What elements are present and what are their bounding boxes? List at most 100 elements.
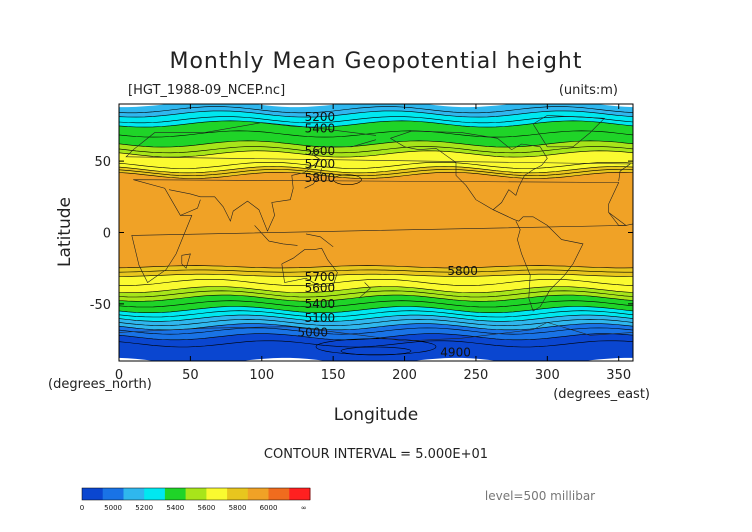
units-label: (units:m) <box>559 83 618 98</box>
x-tick-label: 200 <box>392 368 417 383</box>
contour-interval-text: CONTOUR INTERVAL = 5.000E+01 <box>264 447 488 462</box>
contour-label: 5800 <box>305 171 336 185</box>
contour-label: 5800 <box>447 264 478 278</box>
contour-label: 5100 <box>305 311 336 325</box>
colorbar-swatch <box>227 488 249 500</box>
coastline <box>304 168 322 189</box>
colorbar: 0 5000 5200 5400 5600 5800 6000 ∞ <box>80 487 311 512</box>
band-0 <box>119 104 633 118</box>
x-tick-label: 300 <box>535 368 560 383</box>
colorbar-label: 6000 <box>260 504 278 512</box>
coastline <box>168 139 377 232</box>
y-unit-label: (degrees_north) <box>48 377 152 392</box>
contour-label: 5600 <box>305 281 336 295</box>
contour-line <box>119 130 633 138</box>
y-axis-label: Latitude <box>55 197 75 267</box>
contour-line <box>119 294 633 302</box>
colorbar-label: ∞ <box>301 504 307 512</box>
colorbar-frame <box>81 487 311 501</box>
band-6 <box>119 172 633 268</box>
contour-line <box>119 169 633 177</box>
coastline <box>305 233 334 248</box>
x-axis-label: Longitude <box>334 405 419 425</box>
contour-line <box>119 166 633 174</box>
coastline <box>358 282 371 299</box>
contour-line <box>119 300 633 308</box>
coastline <box>131 179 627 283</box>
coastline <box>281 247 338 288</box>
x-tick-label: 100 <box>249 368 274 383</box>
x-unit-label: (degrees_east) <box>553 387 650 402</box>
coastline <box>390 130 548 211</box>
x-tick-label: 150 <box>321 368 346 383</box>
colorbar-label: 5000 <box>104 504 122 512</box>
level-text: level=500 millibar <box>485 489 595 503</box>
contour-line <box>119 140 633 148</box>
colorbar-label: 5400 <box>166 504 184 512</box>
contour-label: 5400 <box>305 297 336 311</box>
contour-line <box>119 120 633 128</box>
colorbar-swatch <box>82 488 104 500</box>
contour-line <box>119 327 633 335</box>
coastline <box>180 199 201 216</box>
coastline <box>125 122 632 182</box>
contour-line <box>119 310 633 318</box>
coastline <box>608 212 633 226</box>
colorbar-swatch <box>268 488 290 500</box>
contour-line <box>119 279 633 286</box>
contour-label: 5000 <box>298 325 329 339</box>
contour-line <box>119 146 633 154</box>
x-tick-label: 50 <box>182 368 199 383</box>
contour-line <box>119 340 633 348</box>
contour-line <box>119 110 633 118</box>
colorbar-label: 5200 <box>135 504 153 512</box>
contour-label: 5600 <box>305 144 336 158</box>
x-tick-label: 0 <box>115 368 123 383</box>
contour-label: 5400 <box>305 121 336 135</box>
colorbar-swatch <box>185 488 207 500</box>
band-9 <box>119 286 633 302</box>
y-tick-label: -50 <box>90 298 111 313</box>
colorbar-swatch <box>164 488 187 500</box>
colorbar-swatch <box>206 488 228 500</box>
contour-label: 5700 <box>305 270 336 284</box>
band-1 <box>119 110 633 128</box>
coastline <box>492 209 584 312</box>
colorbar-swatch <box>247 488 269 500</box>
y-tick-label: 0 <box>103 227 111 242</box>
x-tick-label: 250 <box>464 368 489 383</box>
contour-line <box>119 269 633 273</box>
contour-closed <box>340 346 412 356</box>
contour-line <box>119 162 633 169</box>
contour-line <box>119 150 633 158</box>
contour-line <box>119 323 633 331</box>
coastline <box>181 253 191 269</box>
colorbar-swatch <box>144 488 166 500</box>
band-10 <box>119 295 633 313</box>
colorbar-swatch <box>102 488 124 500</box>
contour-line <box>119 314 633 322</box>
contour-line <box>119 265 633 269</box>
colorbar-label: 0 <box>80 504 84 512</box>
file-label: [HGT_1988-09_NCEP.nc] <box>128 83 285 98</box>
colorbar-swatch <box>123 488 145 500</box>
chart-title: Monthly Mean Geopotential height <box>169 49 582 74</box>
contour-label: 5200 <box>305 110 336 124</box>
contour-line <box>119 333 633 341</box>
colorbar-label: 5800 <box>229 504 247 512</box>
band-3 <box>119 140 633 158</box>
y-tick-label: 50 <box>94 155 111 170</box>
contour-line <box>119 306 633 313</box>
contour-line <box>119 286 633 293</box>
band-7 <box>119 265 633 277</box>
contour-closed <box>333 174 362 185</box>
contour-line <box>119 290 633 298</box>
contour-label: 5700 <box>305 157 336 171</box>
colorbar-label: 5600 <box>197 504 215 512</box>
contour-line <box>119 273 633 277</box>
plot-area: 5200540056005700580058005700560054005100… <box>118 103 634 362</box>
contour-label: 4900 <box>440 345 471 359</box>
coastline <box>532 115 606 148</box>
coastline <box>119 322 633 342</box>
